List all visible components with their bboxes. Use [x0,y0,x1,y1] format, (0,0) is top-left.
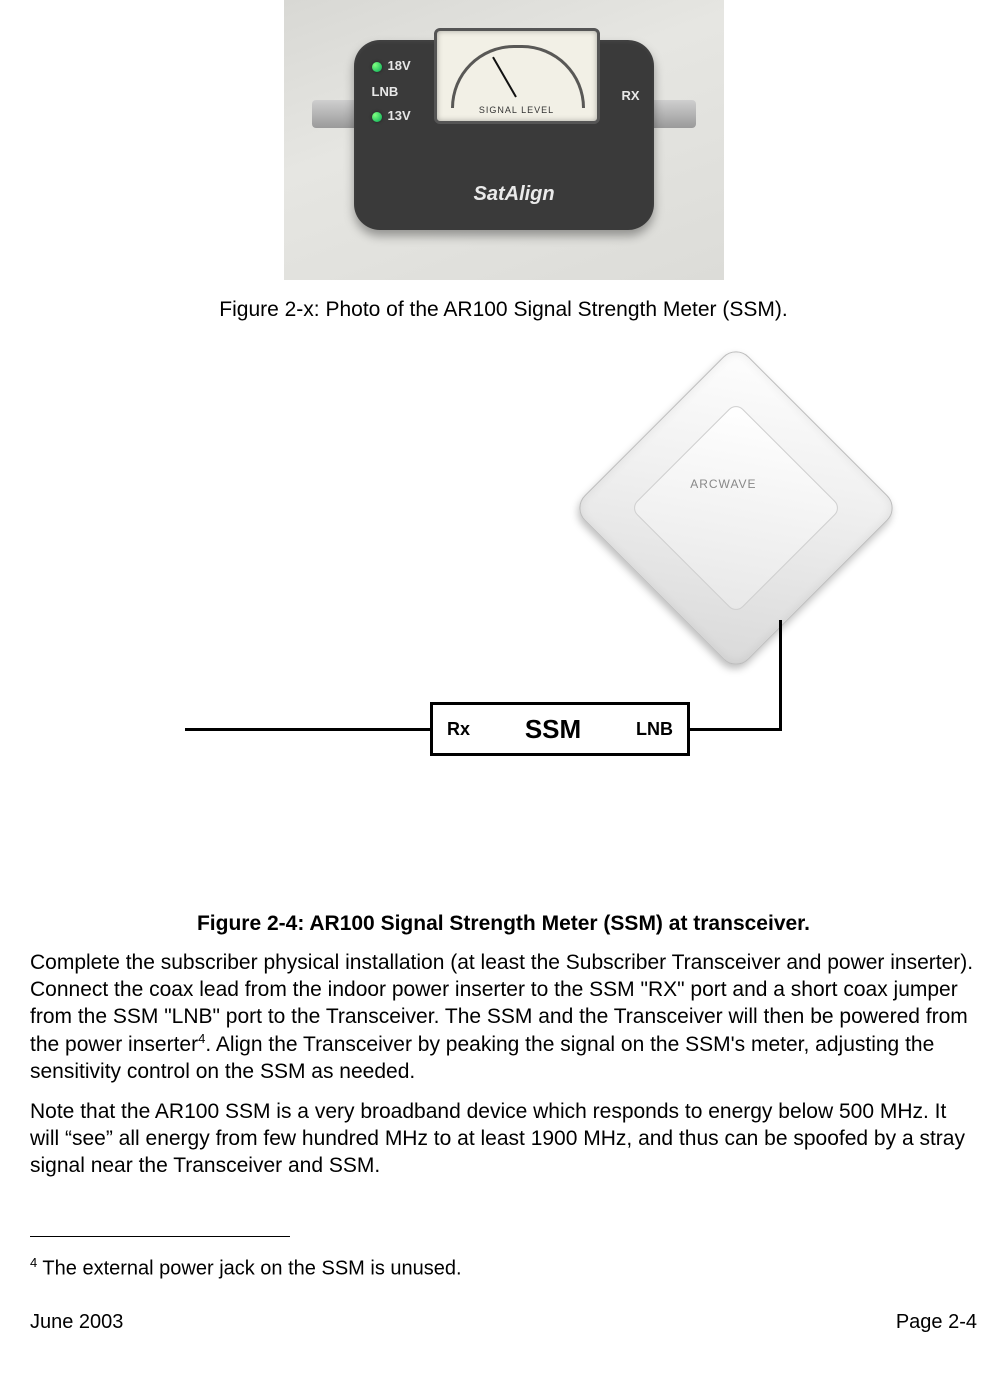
figure-2x-caption: Figure 2-x: Photo of the AR100 Signal St… [30,298,977,322]
ssm-label: SSM [525,714,581,745]
label-18v: 18V [388,58,411,73]
footnote-text: The external power jack on the SSM is un… [37,1258,461,1280]
document-page: 18V LNB 13V RX SatAlign SIGNAL LEVEL Fig… [0,0,1007,1364]
transceiver-brand: ARCWAVE [690,477,756,491]
meter-window: SIGNAL LEVEL [434,28,600,124]
ssm-port-rx: Rx [447,719,470,740]
led-13v [372,112,382,122]
ssm-photo: 18V LNB 13V RX SatAlign SIGNAL LEVEL [284,0,724,280]
wire-lnb-v [779,620,782,731]
paragraph-1: Complete the subscriber physical install… [30,950,977,1085]
device-brand: SatAlign [474,183,555,206]
figure-2-4-diagram: ARCWAVE Rx SSM LNB [30,382,977,802]
wire-rx-lead [185,728,430,731]
label-rx: RX [621,88,639,103]
label-lnb: LNB [372,84,399,99]
led-18v [372,62,382,72]
footer-page: Page 2-4 [896,1311,977,1334]
footnote-rule [30,1236,290,1237]
figure-2x-photo-block: 18V LNB 13V RX SatAlign SIGNAL LEVEL [30,0,977,280]
page-footer: June 2003 Page 2-4 [30,1311,977,1334]
footnote-4: 4 The external power jack on the SSM is … [30,1255,977,1281]
ssm-port-lnb: LNB [636,719,673,740]
meter-label: SIGNAL LEVEL [437,105,597,115]
ssm-box: Rx SSM LNB [430,702,690,756]
meter-arc [451,45,585,108]
paragraph-2: Note that the AR100 SSM is a very broadb… [30,1099,977,1180]
footer-date: June 2003 [30,1311,123,1334]
wire-lnb-h [690,728,782,731]
label-13v: 13V [388,108,411,123]
transceiver-inner [630,402,842,614]
transceiver-icon: ARCWAVE [572,344,900,672]
figure-2-4-caption: Figure 2-4: AR100 Signal Strength Meter … [30,912,977,936]
